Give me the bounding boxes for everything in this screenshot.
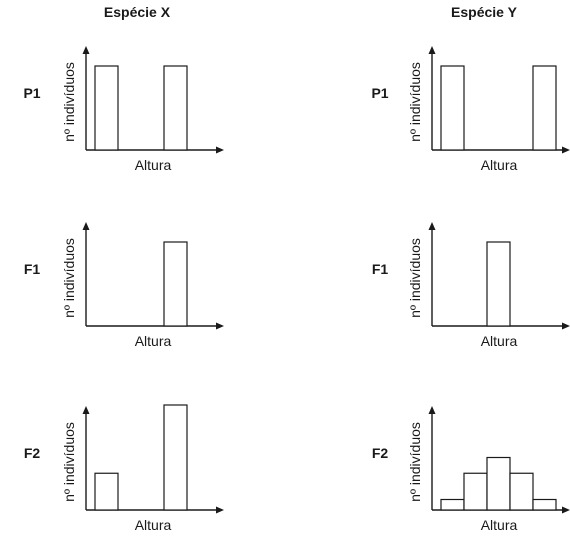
generation-label: F2 xyxy=(372,445,389,461)
x-axis-label: Altura xyxy=(481,157,518,173)
histogram-bar xyxy=(440,498,465,511)
histogram-panel: F1 Altura nº indivíduos xyxy=(24,222,224,349)
histogram-bar xyxy=(509,472,534,511)
y-axis-label: nº indivíduos xyxy=(61,62,77,142)
histogram-panel: P1 Altura nº indivíduos xyxy=(371,46,570,173)
histogram-bar xyxy=(463,472,488,511)
histogram-panel: F1 Altura nº indivíduos xyxy=(372,222,570,349)
histogram-panel: F2 Altura nº indivíduos xyxy=(24,404,224,533)
y-axis-arrow xyxy=(428,222,436,230)
generation-label: P1 xyxy=(371,85,388,101)
histogram-bar xyxy=(486,456,511,511)
y-axis-arrow xyxy=(82,46,90,54)
x-axis-label: Altura xyxy=(481,517,518,533)
histogram-panel: P1 Altura nº indivíduos xyxy=(23,46,224,173)
x-axis-arrow xyxy=(216,146,224,154)
x-axis-arrow xyxy=(216,322,224,330)
histogram-bar xyxy=(163,65,188,151)
y-axis-label: nº indivíduos xyxy=(407,422,423,502)
x-axis-arrow xyxy=(562,146,570,154)
column-title: Espécie Y xyxy=(451,4,518,20)
x-axis-label: Altura xyxy=(481,333,518,349)
y-axis-arrow xyxy=(428,46,436,54)
y-axis-label: nº indivíduos xyxy=(407,62,423,142)
generation-label: F1 xyxy=(372,261,389,277)
histogram-panel: F2 Altura nº indivíduos xyxy=(372,406,570,533)
y-axis-label: nº indivíduos xyxy=(61,238,77,318)
generation-label: F1 xyxy=(24,261,41,277)
histogram-bar xyxy=(532,65,557,151)
generation-label: P1 xyxy=(23,85,40,101)
histogram-bar xyxy=(163,241,188,327)
x-axis-arrow xyxy=(216,506,224,514)
y-axis-arrow xyxy=(82,222,90,230)
histogram-bar xyxy=(440,65,465,151)
histogram-bar xyxy=(94,472,119,511)
x-axis-label: Altura xyxy=(135,157,172,173)
histogram-bar xyxy=(94,65,119,151)
x-axis-arrow xyxy=(562,322,570,330)
column-title: Espécie X xyxy=(104,4,171,20)
y-axis-arrow xyxy=(82,406,90,414)
x-axis-label: Altura xyxy=(135,517,172,533)
x-axis-arrow xyxy=(562,506,570,514)
x-axis-label: Altura xyxy=(135,333,172,349)
histogram-bar xyxy=(532,498,557,511)
histogram-bar xyxy=(163,404,188,511)
histogram-bar xyxy=(486,241,511,327)
y-axis-label: nº indivíduos xyxy=(61,422,77,502)
y-axis-label: nº indivíduos xyxy=(407,238,423,318)
y-axis-arrow xyxy=(428,406,436,414)
generation-label: F2 xyxy=(24,445,41,461)
